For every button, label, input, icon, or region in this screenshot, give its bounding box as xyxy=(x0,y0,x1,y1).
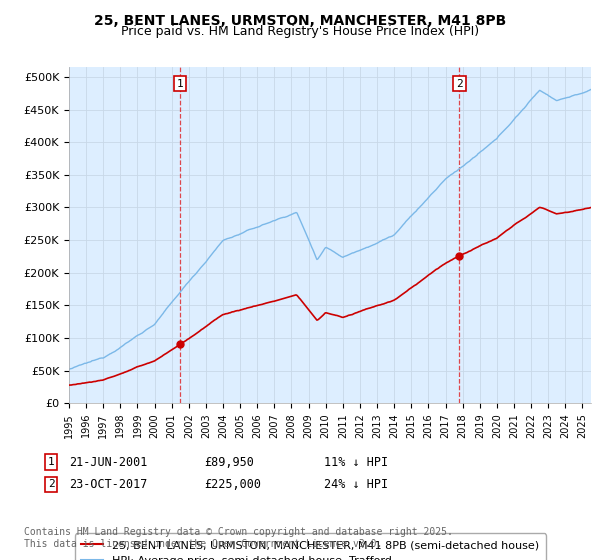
Text: 1: 1 xyxy=(176,78,183,88)
Text: Contains HM Land Registry data © Crown copyright and database right 2025.
This d: Contains HM Land Registry data © Crown c… xyxy=(24,527,453,549)
Text: 1: 1 xyxy=(47,457,55,467)
Text: 23-OCT-2017: 23-OCT-2017 xyxy=(69,478,148,491)
Text: 21-JUN-2001: 21-JUN-2001 xyxy=(69,455,148,469)
Text: 25, BENT LANES, URMSTON, MANCHESTER, M41 8PB: 25, BENT LANES, URMSTON, MANCHESTER, M41… xyxy=(94,14,506,28)
Legend: 25, BENT LANES, URMSTON, MANCHESTER, M41 8PB (semi-detached house), HPI: Average: 25, BENT LANES, URMSTON, MANCHESTER, M41… xyxy=(74,534,546,560)
Text: £225,000: £225,000 xyxy=(204,478,261,491)
Text: 24% ↓ HPI: 24% ↓ HPI xyxy=(324,478,388,491)
Text: 11% ↓ HPI: 11% ↓ HPI xyxy=(324,455,388,469)
Text: Price paid vs. HM Land Registry's House Price Index (HPI): Price paid vs. HM Land Registry's House … xyxy=(121,25,479,38)
Text: £89,950: £89,950 xyxy=(204,455,254,469)
Text: 2: 2 xyxy=(47,479,55,489)
Text: 2: 2 xyxy=(456,78,463,88)
